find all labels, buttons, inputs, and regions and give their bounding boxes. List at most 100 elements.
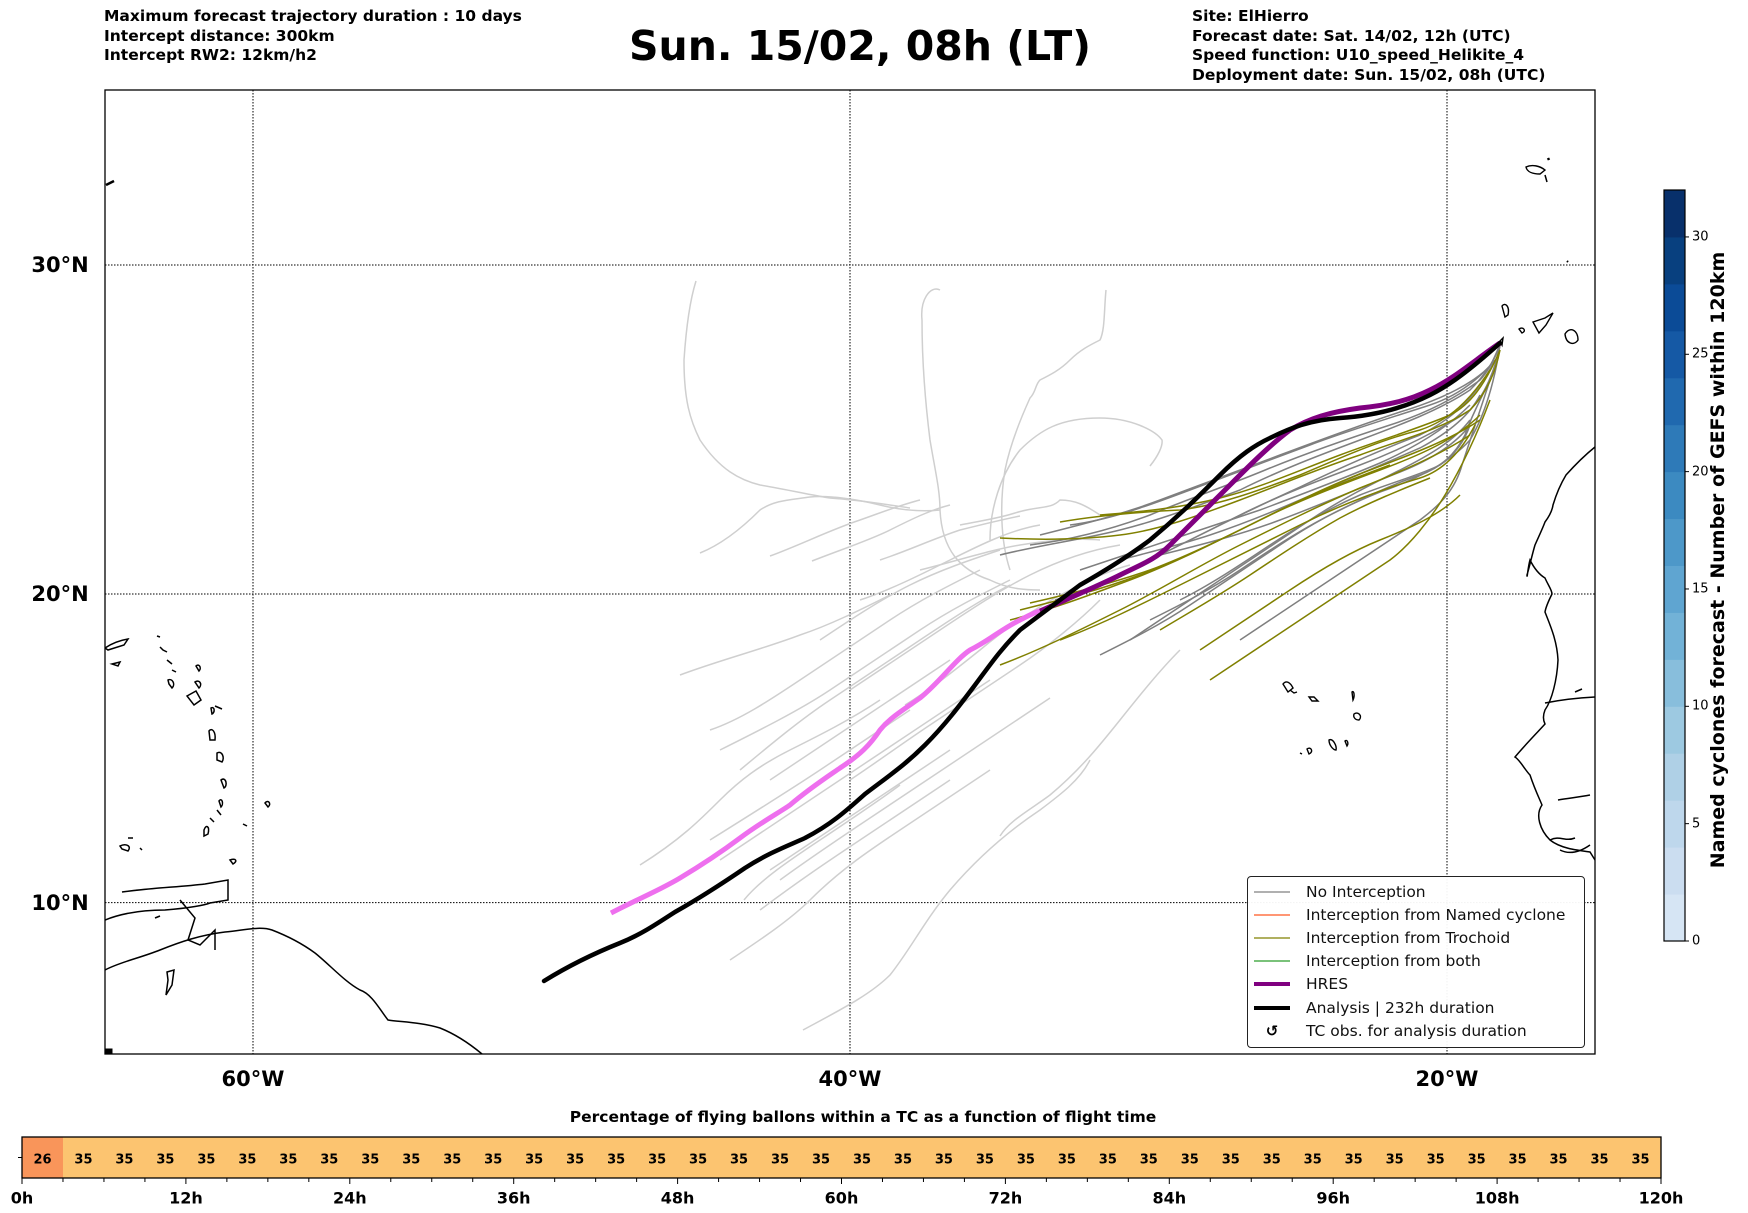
timeline-cell (1169, 1137, 1211, 1178)
trajectory-trochoid (1209, 399, 1491, 681)
timeline-cell-value: 35 (893, 1152, 912, 1168)
orinoco-delta-coast (179, 899, 216, 950)
timeline-cell-value: 35 (934, 1152, 953, 1168)
caribbean-island (216, 751, 224, 763)
colorbar-bin (1664, 471, 1685, 520)
legend-swatch-named-cyclone (1254, 914, 1290, 916)
caribbean-island (209, 817, 215, 823)
tenerife-island (1531, 312, 1554, 335)
colorbar-bin (1664, 377, 1685, 426)
timeline-cell-value: 35 (443, 1152, 462, 1168)
gran-canaria-island (1564, 329, 1579, 345)
colorbar-bin (1664, 518, 1685, 566)
cape-verde-island (1282, 681, 1294, 694)
trajectory-no-interception (759, 779, 951, 911)
timeline-cell (1579, 1137, 1621, 1178)
timeline-cell-value: 35 (1180, 1152, 1199, 1168)
trajectory-no-interception (1149, 379, 1491, 621)
timeline-cell (513, 1137, 556, 1178)
timeline-cell-value: 35 (1467, 1152, 1486, 1168)
azores-island (105, 179, 115, 187)
colorbar-bin (1664, 565, 1685, 613)
timeline-cell (22, 1137, 64, 1178)
legend-item-both: Interception from both (1248, 950, 1481, 972)
timeline-cell (636, 1137, 679, 1178)
trajectory-trochoid (999, 434, 1471, 666)
madeira-island (1525, 164, 1547, 175)
intercept-distance-text: Intercept distance: 300km (104, 26, 335, 45)
legend-item-no-interception: No Interception (1248, 881, 1426, 903)
lat-tick-label: 20°N (31, 582, 89, 606)
timeline-cell (349, 1137, 392, 1178)
cape-verde-island (1289, 689, 1298, 694)
timeline-cell-value: 35 (115, 1152, 134, 1168)
caribbean-island (195, 664, 201, 673)
timeline-cell-value: 35 (484, 1152, 503, 1168)
intercept-rw2-text: Intercept RW2: 12km/h2 (104, 46, 317, 64)
trajectory-no-interception (999, 649, 1181, 837)
timeline-tick-label: 60h (824, 1188, 859, 1208)
trajectory-no-interception (1179, 424, 1471, 601)
caribbean-island (139, 847, 143, 851)
colorbar-bin (1664, 894, 1685, 942)
timeline-cell-value: 35 (1590, 1152, 1609, 1168)
colorbar-bin (1664, 847, 1685, 895)
colorbar-bin (1664, 800, 1685, 848)
timeline-cell (759, 1137, 802, 1178)
timeline-cell-value: 35 (1426, 1152, 1445, 1168)
timeline-cell (1456, 1137, 1498, 1178)
legend-label: Analysis | 232h duration (1306, 999, 1495, 1017)
caribbean-island (166, 659, 173, 665)
caribbean-island (208, 728, 216, 741)
trajectory-no-interception (709, 569, 981, 731)
timeline-cell (1538, 1137, 1580, 1178)
colorbar-tick-label: 30 (1692, 229, 1709, 245)
trajectory-no-interception (921, 288, 1041, 591)
trajectory-no-interception (779, 697, 1051, 881)
trajectory-trochoid (1059, 369, 1491, 523)
colorbar-tick-label: 10 (1692, 698, 1709, 714)
colorbar-bin (1664, 283, 1685, 332)
caribbean-island (220, 778, 227, 790)
west-africa-coast (1513, 446, 1595, 861)
timeline-cell-value: 35 (852, 1152, 872, 1168)
timeline-cell-value: 35 (1344, 1152, 1363, 1168)
trajectory-no-interception (849, 599, 1101, 781)
forecast-date-text: Forecast date: Sat. 14/02, 12h (UTC) (1192, 26, 1511, 45)
timeline-tick-label: 84h (1152, 1188, 1187, 1208)
legend-swatch-both (1254, 960, 1290, 962)
timeline-cell-value: 35 (689, 1152, 708, 1168)
caribbean-island (156, 635, 161, 638)
caribbean-island (242, 823, 248, 827)
trajectory-no-interception (729, 769, 991, 961)
timeline-tick-label: 24h (332, 1188, 367, 1208)
colorbar-frame (1663, 189, 1686, 942)
timeline-cell (144, 1137, 187, 1178)
cape-verde-island (1328, 739, 1337, 751)
timeline-tick-label: 120h (1638, 1188, 1684, 1208)
timeline-tick-label: 0h (10, 1188, 34, 1208)
trajectory-trochoid (1159, 477, 1431, 631)
timeline-cell (595, 1137, 638, 1178)
caribbean-island (159, 646, 168, 653)
legend-swatch-analysis (1254, 1006, 1290, 1010)
timeline-cell-value: 35 (525, 1152, 544, 1168)
colorbar-bin (1664, 706, 1685, 754)
trajectory-no-interception (1079, 404, 1471, 571)
timeline-cell-value: 35 (279, 1152, 298, 1168)
trajectory-no-interception (959, 499, 1101, 526)
timeline-cell (923, 1137, 965, 1178)
timeline-tick-label: 36h (496, 1188, 531, 1208)
porto-santo-island (1546, 157, 1551, 161)
timeline-cell-value: 35 (1139, 1152, 1158, 1168)
trajectory-no-interception (811, 504, 951, 562)
speed-function-text: Speed function: U10_speed_Helikite_4 (1192, 46, 1525, 64)
trajectories (541, 280, 1503, 1031)
cape-verde-island (1344, 739, 1349, 748)
caribbean-island (154, 915, 161, 919)
timeline-cell (1415, 1137, 1457, 1178)
map-frame (104, 89, 1596, 1055)
legend-label: Interception from Trochoid (1306, 929, 1511, 947)
timeline-cell-value: 35 (648, 1152, 667, 1168)
hres-trajectory (1039, 340, 1502, 614)
